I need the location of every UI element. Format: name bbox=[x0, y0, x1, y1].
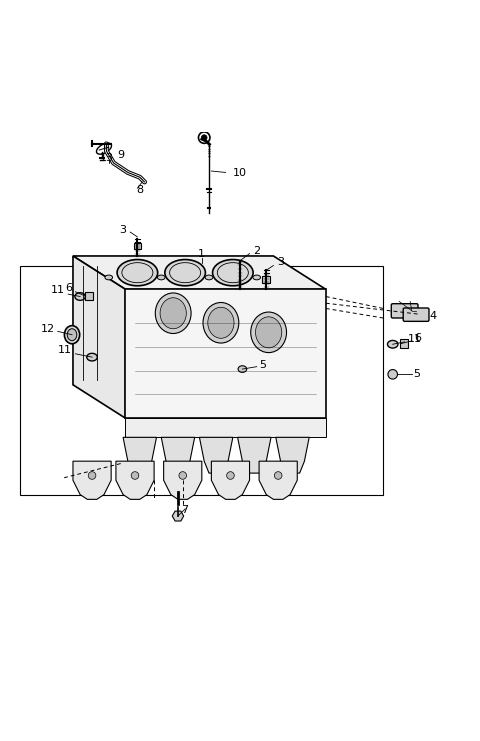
FancyBboxPatch shape bbox=[391, 304, 418, 318]
Ellipse shape bbox=[105, 275, 113, 280]
Circle shape bbox=[201, 135, 207, 141]
Polygon shape bbox=[238, 437, 271, 473]
Ellipse shape bbox=[238, 366, 247, 373]
Ellipse shape bbox=[213, 259, 253, 286]
Text: 3: 3 bbox=[120, 225, 127, 235]
Text: 6: 6 bbox=[414, 333, 421, 343]
Ellipse shape bbox=[255, 317, 282, 348]
Text: 7: 7 bbox=[181, 505, 189, 515]
Text: 6: 6 bbox=[66, 283, 72, 293]
Circle shape bbox=[179, 472, 187, 479]
Polygon shape bbox=[123, 437, 156, 473]
Ellipse shape bbox=[205, 275, 213, 280]
Text: 8: 8 bbox=[136, 185, 144, 195]
Text: 11: 11 bbox=[58, 345, 72, 356]
Text: 5: 5 bbox=[259, 360, 266, 370]
Ellipse shape bbox=[75, 293, 85, 300]
Polygon shape bbox=[125, 290, 326, 418]
Polygon shape bbox=[259, 461, 297, 499]
Polygon shape bbox=[125, 418, 326, 437]
Ellipse shape bbox=[387, 340, 398, 348]
Text: 2: 2 bbox=[253, 246, 260, 256]
FancyBboxPatch shape bbox=[400, 339, 408, 348]
Ellipse shape bbox=[165, 259, 205, 286]
Ellipse shape bbox=[157, 275, 165, 280]
Text: 11: 11 bbox=[51, 285, 65, 296]
FancyBboxPatch shape bbox=[133, 242, 141, 249]
Ellipse shape bbox=[208, 308, 234, 339]
Circle shape bbox=[275, 472, 282, 479]
Ellipse shape bbox=[203, 302, 239, 343]
Text: 5: 5 bbox=[413, 369, 420, 379]
Ellipse shape bbox=[87, 353, 97, 361]
Ellipse shape bbox=[251, 312, 287, 353]
Text: 12: 12 bbox=[41, 324, 55, 333]
Polygon shape bbox=[161, 437, 195, 473]
FancyBboxPatch shape bbox=[263, 276, 270, 282]
Ellipse shape bbox=[253, 275, 261, 280]
Text: 4: 4 bbox=[430, 310, 437, 321]
Polygon shape bbox=[116, 461, 154, 499]
Text: 9: 9 bbox=[117, 150, 124, 160]
Polygon shape bbox=[73, 256, 125, 418]
Ellipse shape bbox=[67, 329, 77, 341]
Polygon shape bbox=[164, 461, 202, 499]
Polygon shape bbox=[276, 437, 309, 473]
Polygon shape bbox=[199, 437, 233, 473]
Ellipse shape bbox=[64, 325, 80, 344]
Ellipse shape bbox=[117, 259, 157, 286]
Text: 13: 13 bbox=[99, 153, 113, 163]
Polygon shape bbox=[73, 461, 111, 499]
Circle shape bbox=[131, 472, 139, 479]
Circle shape bbox=[227, 472, 234, 479]
Text: 10: 10 bbox=[233, 168, 247, 179]
Polygon shape bbox=[172, 511, 184, 521]
Polygon shape bbox=[211, 461, 250, 499]
Polygon shape bbox=[73, 256, 326, 290]
Ellipse shape bbox=[160, 298, 186, 329]
Circle shape bbox=[388, 370, 397, 379]
Text: 3: 3 bbox=[277, 256, 284, 267]
FancyBboxPatch shape bbox=[85, 292, 94, 300]
Text: 1: 1 bbox=[198, 248, 205, 259]
Circle shape bbox=[88, 472, 96, 479]
Ellipse shape bbox=[156, 293, 191, 333]
FancyBboxPatch shape bbox=[403, 308, 429, 322]
Text: 11: 11 bbox=[408, 333, 422, 344]
